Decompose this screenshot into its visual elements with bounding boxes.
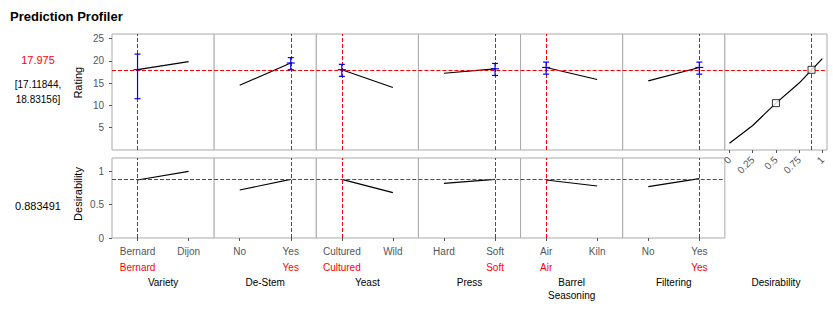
svg-text:No: No: [233, 246, 246, 257]
svg-text:Rating: Rating: [72, 67, 84, 99]
svg-text:De-Stem: De-Stem: [245, 277, 284, 288]
svg-text:0.5: 0.5: [762, 154, 780, 172]
svg-text:18.83156]: 18.83156]: [16, 94, 61, 105]
svg-text:0.75: 0.75: [782, 154, 804, 176]
svg-text:Soft: Soft: [486, 262, 504, 273]
svg-text:Soft: Soft: [486, 246, 504, 257]
svg-text:Seasoning: Seasoning: [548, 290, 595, 301]
svg-text:1: 1: [815, 154, 827, 166]
svg-text:17.975: 17.975: [21, 54, 55, 66]
svg-text:Bernard: Bernard: [120, 262, 156, 273]
svg-text:Yes: Yes: [691, 262, 707, 273]
svg-text:Barrel: Barrel: [558, 277, 585, 288]
svg-text:0.25: 0.25: [735, 154, 757, 176]
svg-text:Bernard: Bernard: [120, 246, 156, 257]
svg-text:0.5: 0.5: [90, 199, 104, 210]
svg-text:Press: Press: [457, 277, 483, 288]
svg-text:0: 0: [98, 233, 104, 244]
svg-text:1: 1: [98, 166, 104, 177]
svg-text:Kiln: Kiln: [589, 246, 606, 257]
svg-text:Yes: Yes: [283, 246, 299, 257]
svg-text:Yeast: Yeast: [355, 277, 380, 288]
svg-text:Filtering: Filtering: [656, 277, 692, 288]
svg-text:Cultured: Cultured: [323, 262, 361, 273]
svg-text:Hard: Hard: [433, 246, 455, 257]
svg-text:Dijon: Dijon: [177, 246, 200, 257]
svg-text:25: 25: [93, 33, 105, 44]
svg-text:20: 20: [93, 55, 105, 66]
svg-text:[17.11844,: [17.11844,: [15, 79, 62, 90]
svg-text:10: 10: [93, 100, 105, 111]
svg-text:15: 15: [93, 78, 105, 89]
svg-text:Air: Air: [540, 262, 553, 273]
svg-text:5: 5: [98, 122, 104, 133]
svg-text:0.883491: 0.883491: [15, 200, 61, 212]
svg-text:Variety: Variety: [148, 277, 178, 288]
svg-text:Desirability: Desirability: [751, 277, 800, 288]
svg-text:Desirability: Desirability: [72, 167, 84, 221]
svg-text:Yes: Yes: [691, 246, 707, 257]
svg-text:Air: Air: [540, 246, 553, 257]
svg-text:Prediction Profiler: Prediction Profiler: [10, 9, 123, 24]
svg-text:0: 0: [722, 154, 734, 166]
svg-text:Wild: Wild: [383, 246, 402, 257]
svg-text:Cultured: Cultured: [323, 246, 361, 257]
svg-text:Yes: Yes: [283, 262, 299, 273]
svg-text:No: No: [642, 246, 655, 257]
